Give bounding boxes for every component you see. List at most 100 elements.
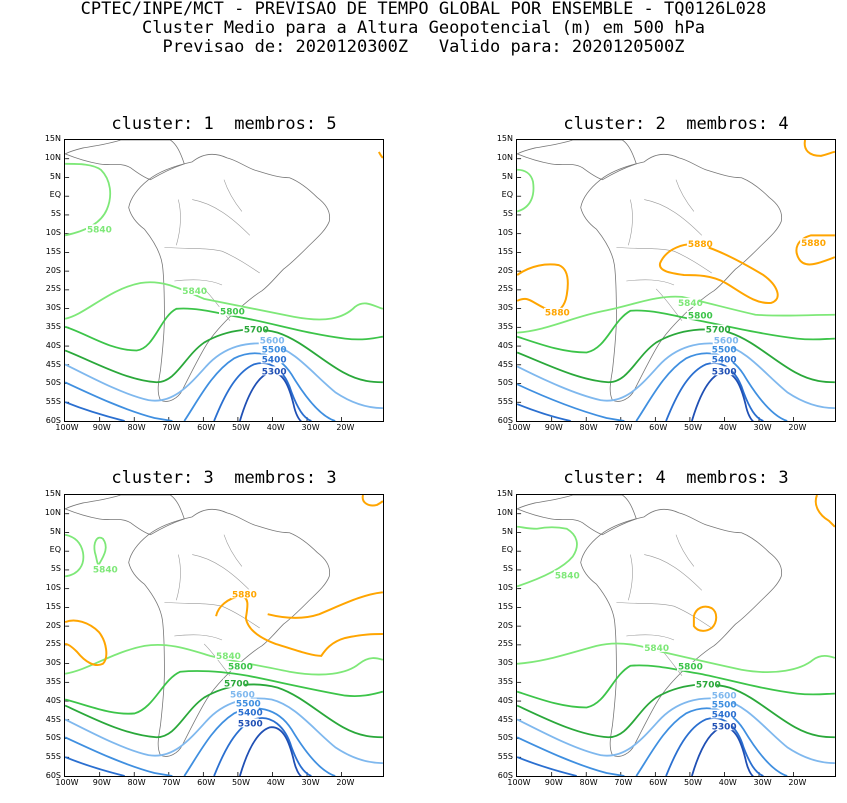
contour-label-bg bbox=[694, 679, 717, 689]
map-panel-cluster-1: 5840 5840 5800 5700 5600 5500 5400 5300 bbox=[64, 139, 384, 422]
contour-label-5400: 5400 bbox=[712, 710, 737, 720]
south-america-coastline bbox=[580, 154, 783, 402]
header-title-line3: Previsao de: 2020120300Z Valido para: 20… bbox=[162, 37, 685, 57]
contour-label-5300: 5300 bbox=[712, 722, 737, 732]
country-border bbox=[655, 288, 683, 321]
country-border bbox=[626, 634, 675, 641]
country-border bbox=[223, 534, 243, 567]
country-border bbox=[223, 179, 243, 212]
contour-label-5500: 5500 bbox=[712, 700, 737, 710]
contour-5700 bbox=[65, 328, 383, 384]
lat-tick-label: 35S bbox=[45, 322, 61, 331]
contour-5400 bbox=[65, 717, 312, 776]
country-border bbox=[644, 554, 703, 591]
lat-tick-label: 25S bbox=[45, 284, 61, 294]
contour-5700 bbox=[65, 683, 383, 739]
lon-tick-label: 80W bbox=[579, 423, 598, 432]
lon-tick-label: 60W bbox=[649, 778, 668, 787]
lat-tick-label: 25S bbox=[497, 639, 513, 649]
lat-tick-label: 10S bbox=[497, 228, 513, 237]
lon-tick-label: 60W bbox=[197, 778, 216, 787]
contour-label-bg bbox=[260, 354, 283, 364]
central-america-coastline bbox=[65, 140, 185, 181]
contour-5880 bbox=[65, 619, 108, 667]
lon-tick-label: 80W bbox=[127, 423, 146, 432]
contour-5500 bbox=[517, 352, 788, 421]
lat-tick-label: EQ bbox=[49, 190, 61, 200]
contour-label-bg bbox=[710, 690, 733, 700]
lat-tick-label: 40S bbox=[45, 340, 61, 350]
lon-tick-label: 40W bbox=[266, 778, 285, 787]
south-america-coastline bbox=[580, 509, 783, 757]
lat-tick-label: 15N bbox=[44, 134, 61, 143]
lat-tick-label: 60S bbox=[45, 771, 61, 780]
lat-tick-label: 10N bbox=[44, 507, 61, 517]
contour-label-bg bbox=[91, 564, 114, 574]
contour-label-5800: 5800 bbox=[678, 663, 703, 673]
contour-label-bg bbox=[543, 307, 566, 317]
header-title-line2: Cluster Medio para a Altura Geopotencial… bbox=[142, 18, 705, 38]
contour-label-5600: 5600 bbox=[714, 337, 739, 347]
lat-tick-label: 30S bbox=[45, 658, 61, 668]
contour-label-bg bbox=[85, 224, 108, 234]
contour-label-5300: 5300 bbox=[262, 367, 287, 377]
panel-1-title: cluster: 1 membros: 5 bbox=[111, 114, 337, 134]
lat-tick-label: 5S bbox=[502, 209, 513, 219]
contour-label-bg bbox=[686, 310, 709, 320]
contour-label-bg bbox=[228, 689, 251, 699]
contour-5880 bbox=[814, 495, 835, 528]
contour-5700 bbox=[517, 328, 835, 384]
lat-tick-label: 5N bbox=[49, 171, 61, 181]
contour-label-5840: 5840 bbox=[93, 565, 118, 575]
lat-tick-label: 45S bbox=[497, 359, 513, 369]
contour-5840 bbox=[517, 642, 835, 673]
lat-tick-label: EQ bbox=[49, 545, 61, 555]
country-border bbox=[176, 199, 181, 246]
lon-tick-label: 20W bbox=[336, 778, 355, 787]
contour-label-5500: 5500 bbox=[712, 345, 737, 355]
contour-label-bg bbox=[676, 661, 699, 671]
contour-label-5840: 5840 bbox=[216, 652, 241, 662]
lat-tick-label: 5N bbox=[501, 171, 513, 181]
lon-tick-label: 70W bbox=[614, 423, 633, 432]
lat-tick-label: 50S bbox=[497, 733, 513, 743]
country-border bbox=[675, 534, 695, 567]
lon-tick-label: 50W bbox=[231, 778, 251, 787]
contour-5300 bbox=[691, 371, 754, 421]
contour-label-5880: 5880 bbox=[688, 240, 713, 250]
contour-label-5300: 5300 bbox=[712, 367, 737, 377]
lat-tick-label: 45S bbox=[45, 714, 61, 724]
contour-label-bg bbox=[710, 699, 733, 709]
lat-tick-label: 10S bbox=[497, 583, 513, 592]
contour-5800 bbox=[517, 664, 835, 709]
map-panel-cluster-3: 5840 5840 5880 5800 5700 5600 5500 5400 5300 bbox=[64, 494, 384, 777]
contour-5880 bbox=[517, 263, 569, 313]
contour-label-5840: 5840 bbox=[644, 644, 669, 654]
contour-label-bg bbox=[230, 589, 253, 599]
map-panel-cluster-2: 5880 5880 5880 5840 5800 5700 5600 5500 5400 5300 bbox=[516, 139, 836, 422]
map-panel-cluster-4: 5840 5840 5800 5700 5600 5500 5400 5300 bbox=[516, 494, 836, 777]
contour-label-5700: 5700 bbox=[696, 681, 721, 691]
lat-tick-label: 55S bbox=[45, 752, 61, 762]
contour-label-bg bbox=[710, 709, 733, 719]
contour-label-5800: 5800 bbox=[220, 308, 245, 318]
lat-tick-label: 60S bbox=[497, 416, 513, 425]
contour-5500 bbox=[517, 707, 788, 776]
contour-label-bg bbox=[215, 650, 237, 660]
country-border bbox=[192, 554, 251, 591]
country-border bbox=[176, 554, 181, 601]
lat-tick-label: 5N bbox=[49, 526, 61, 536]
lon-tick-label: 50W bbox=[683, 423, 703, 432]
lat-tick-label: 25S bbox=[45, 639, 61, 649]
lon-tick-label: 70W bbox=[162, 423, 181, 432]
contour-label-bg bbox=[710, 366, 733, 376]
contour-5880 bbox=[692, 605, 718, 632]
lon-tick-label: 100W bbox=[55, 423, 79, 432]
country-border bbox=[628, 554, 633, 601]
contour-label-bg bbox=[242, 324, 265, 334]
lon-tick-label: 20W bbox=[788, 778, 807, 787]
contour-label-5700: 5700 bbox=[224, 680, 249, 690]
